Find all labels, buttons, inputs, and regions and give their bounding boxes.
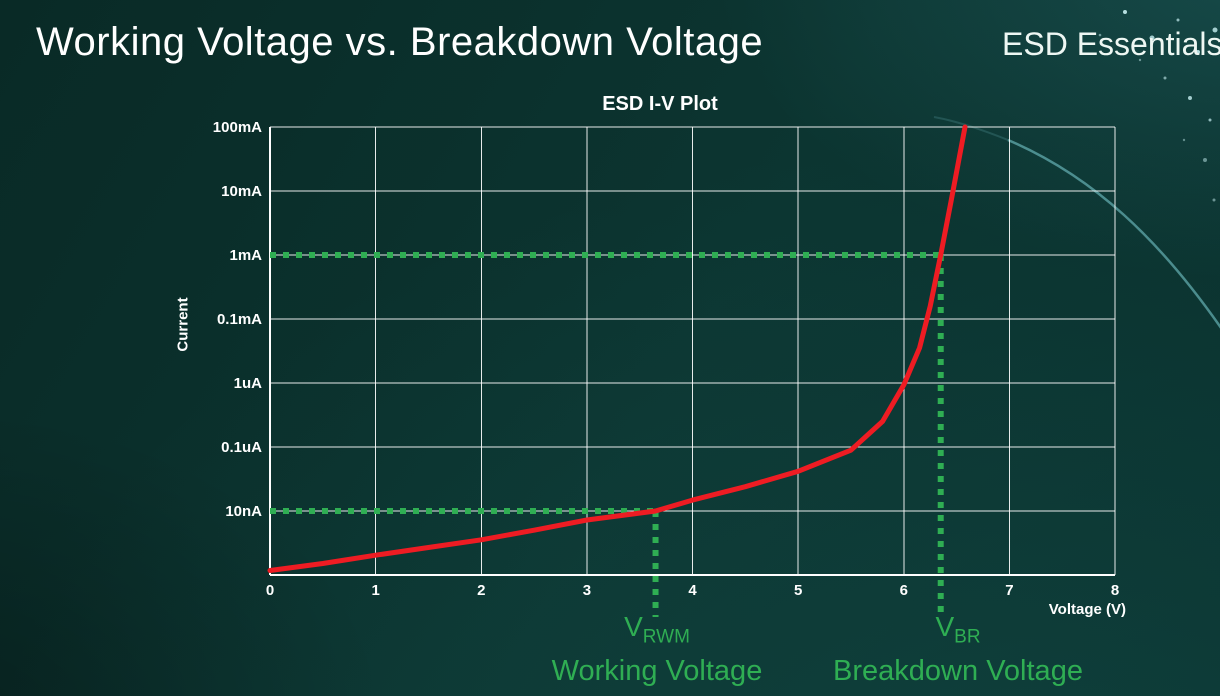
vbr-label: Breakdown Voltage xyxy=(833,654,1083,687)
vrwm-symbol-sub: RWM xyxy=(642,626,690,648)
svg-text:1mA: 1mA xyxy=(229,247,262,264)
svg-text:10mA: 10mA xyxy=(221,183,262,200)
svg-text:10nA: 10nA xyxy=(225,503,262,520)
slide-title: Working Voltage vs. Breakdown Voltage xyxy=(36,20,764,64)
y-axis-label: Current xyxy=(174,297,192,352)
sparkle-dots xyxy=(1098,10,1218,202)
vbr-symbol: VBR xyxy=(833,612,1083,653)
brand-text: ESD Essentials xyxy=(1002,26,1220,62)
svg-text:4: 4 xyxy=(688,582,697,599)
light-streak xyxy=(933,116,1220,329)
vrwm-symbol: VRWM xyxy=(552,612,763,653)
svg-text:6: 6 xyxy=(900,582,908,599)
chart-title: ESD I-V Plot xyxy=(602,93,718,115)
svg-text:1uA: 1uA xyxy=(234,375,263,392)
vbr-symbol-main: V xyxy=(935,611,955,642)
vbr-symbol-sub: BR xyxy=(954,626,981,648)
svg-text:3: 3 xyxy=(583,582,591,599)
svg-text:0.1mA: 0.1mA xyxy=(217,311,262,328)
vrwm-label: Working Voltage xyxy=(551,654,763,687)
annotation-vrwm: VRWM Working Voltage xyxy=(552,612,763,688)
svg-text:2: 2 xyxy=(477,582,485,599)
svg-text:5: 5 xyxy=(794,582,802,599)
svg-text:7: 7 xyxy=(1005,582,1013,599)
svg-text:100mA: 100mA xyxy=(213,119,262,136)
svg-text:1: 1 xyxy=(371,582,379,599)
vrwm-symbol-main: V xyxy=(624,611,643,642)
annotation-vbr: VBR Breakdown Voltage xyxy=(833,612,1083,688)
svg-text:0.1uA: 0.1uA xyxy=(221,439,262,456)
x-axis-label: Voltage (V) xyxy=(1048,601,1126,618)
svg-text:8: 8 xyxy=(1111,582,1119,599)
svg-text:0: 0 xyxy=(266,582,274,599)
